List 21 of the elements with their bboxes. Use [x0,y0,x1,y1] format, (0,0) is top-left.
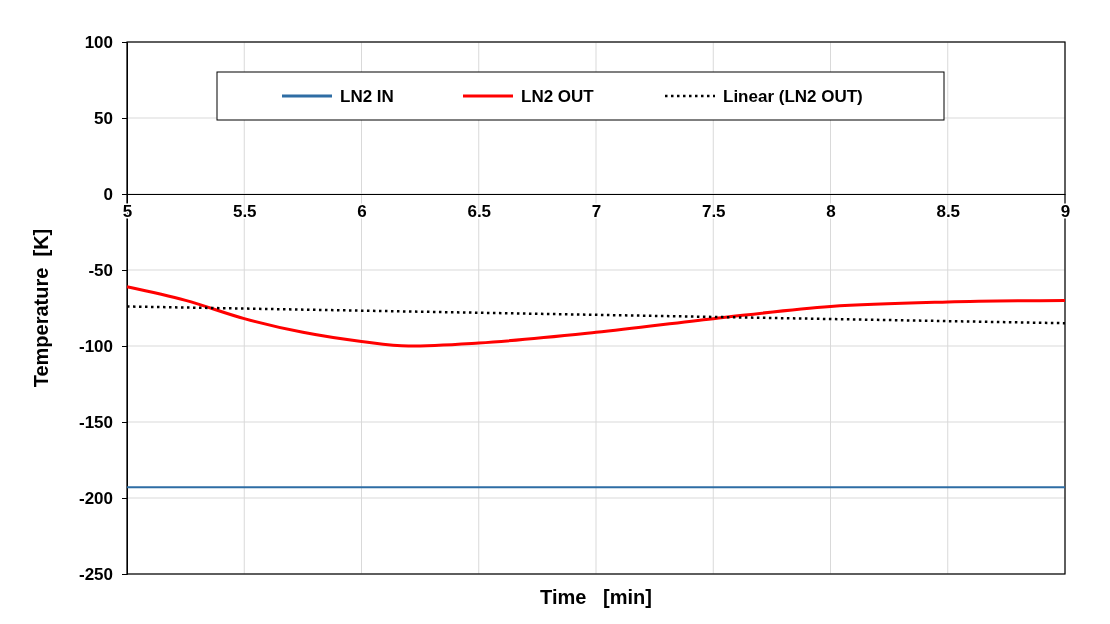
y-tick-label: 0 [103,184,113,204]
x-axis-title: Time [min] [540,586,652,608]
x-tick-label: 8.5 [936,202,961,222]
y-tick-label: -200 [78,488,113,508]
x-tick-label: 8 [826,202,836,222]
x-tick-label: 6.5 [467,202,492,222]
y-tick-label: -250 [78,564,113,584]
y-tick-label: -100 [78,336,113,356]
legend-label: Linear (LN2 OUT) [723,87,863,106]
legend-label: LN2 IN [340,87,394,106]
legend-label: LN2 OUT [521,87,595,106]
x-tick-label: 7 [591,202,602,222]
y-tick-label: 50 [94,108,113,128]
line-series [125,285,1067,348]
x-tick-label: 5.5 [232,202,257,222]
y-axis-title: Temperature [K] [30,228,52,388]
x-tick-label: 6 [357,202,367,222]
y-tick-label: -50 [88,260,113,280]
y-tick-label: 100 [84,32,113,52]
y-tick-label: -150 [78,412,113,432]
x-tick-label: 7.5 [701,202,726,222]
